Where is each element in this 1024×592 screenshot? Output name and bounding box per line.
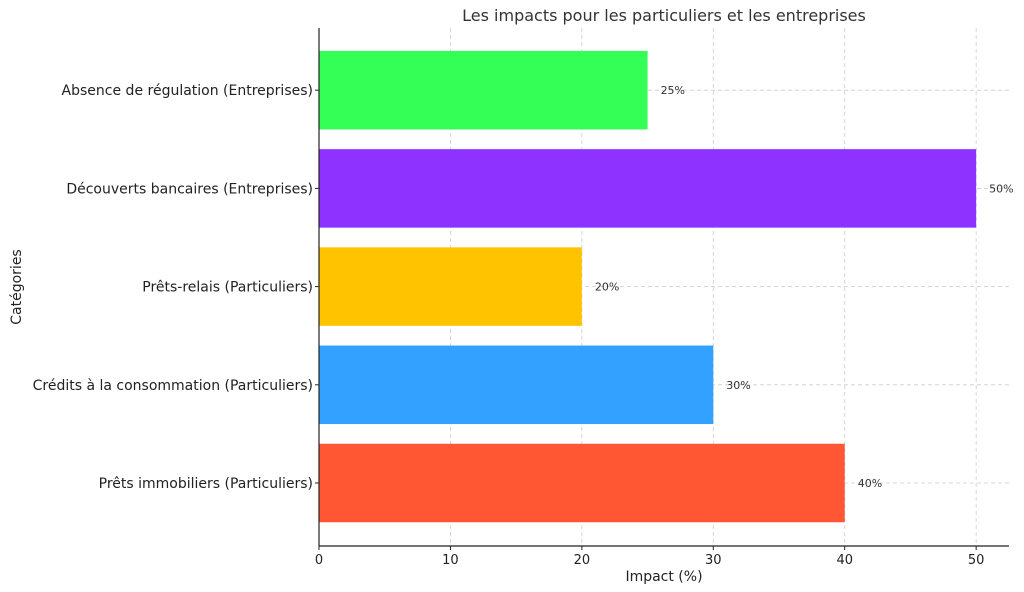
y-axis-title: Catégories <box>9 249 25 324</box>
bar-value-label: 50% <box>989 182 1013 195</box>
x-tick-label: 50 <box>968 553 985 568</box>
category-labels: Prêts immobiliers (Particuliers) Crédits … <box>33 83 319 492</box>
bar-value-label: 40% <box>858 477 882 490</box>
bar <box>319 50 648 130</box>
bar <box>319 149 977 228</box>
category-label: Découverts bancaires (Entreprises) <box>66 181 313 197</box>
bar-value-label: 20% <box>595 281 619 294</box>
bars <box>319 50 977 523</box>
bar <box>319 345 714 425</box>
x-tick-label: 0 <box>315 553 323 568</box>
category-label: Prêts immobiliers (Particuliers) <box>99 476 313 492</box>
chart-title: Les impacts pour les particuliers et les… <box>462 6 866 25</box>
category-label: Absence de régulation (Entreprises) <box>62 83 313 99</box>
x-tick-label: 10 <box>442 553 459 568</box>
category-label: Crédits à la consommation (Particuliers) <box>33 378 313 394</box>
bar <box>319 443 845 523</box>
x-tick-label: 30 <box>705 553 722 568</box>
bar-value-label: 30% <box>726 379 750 392</box>
category-label: Prêts-relais (Particuliers) <box>142 280 313 296</box>
data-labels: 40% 30% 20% 50% 25% <box>595 84 1014 490</box>
x-tick-label: 40 <box>836 553 853 568</box>
x-axis-title: Impact (%) <box>625 569 702 585</box>
bar-value-label: 25% <box>661 84 685 97</box>
bar <box>319 247 582 326</box>
x-ticks: 0 10 20 30 40 50 <box>315 546 985 568</box>
x-tick-label: 20 <box>574 553 591 568</box>
